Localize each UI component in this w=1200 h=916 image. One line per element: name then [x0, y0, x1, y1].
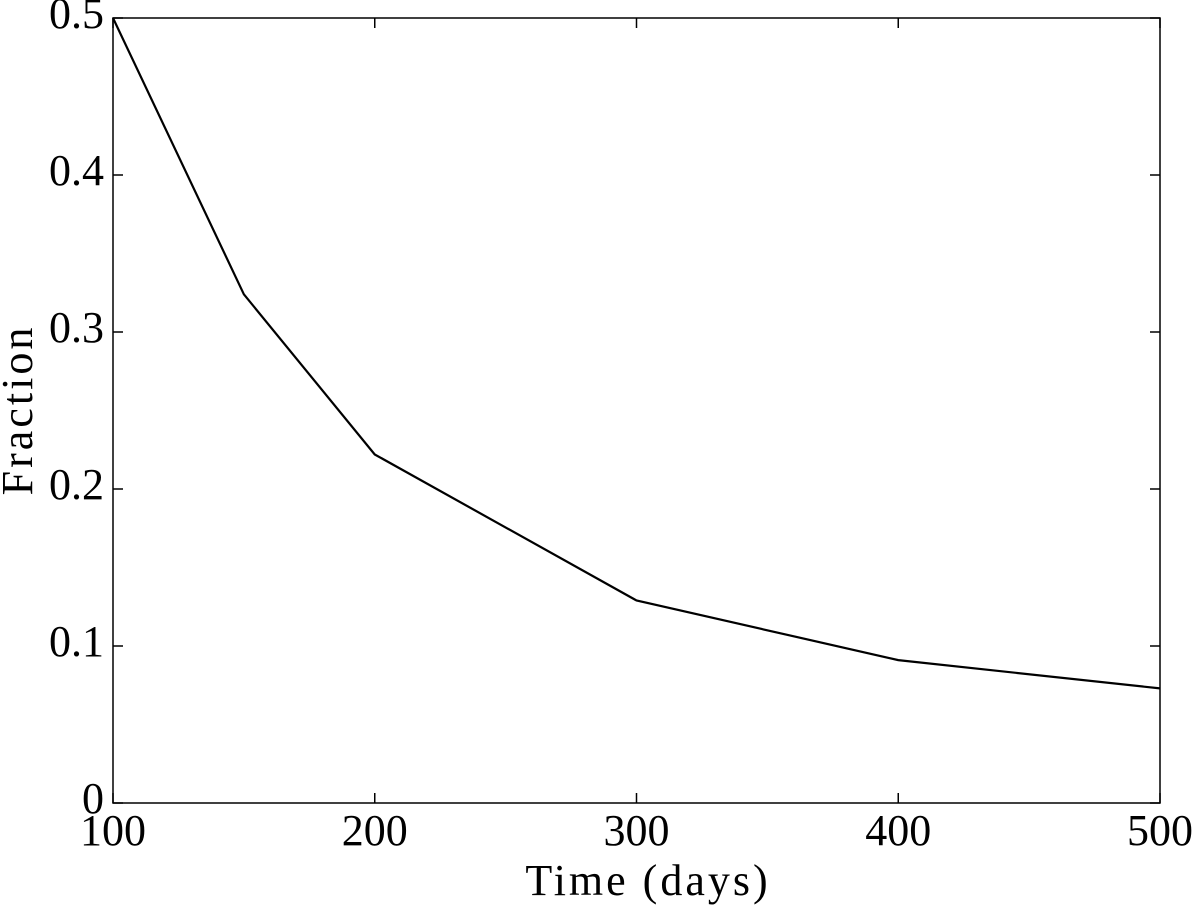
x-tick-label: 500 — [1127, 806, 1193, 855]
x-axis-label: Time (days) — [525, 856, 770, 905]
plot-frame — [112, 17, 1161, 804]
y-tick-label: 0.5 — [49, 0, 104, 38]
y-tick-label: 0 — [82, 774, 104, 823]
x-tick-label: 100 — [80, 806, 146, 855]
y-tick-label: 0.4 — [49, 146, 104, 195]
y-tick-label: 0.2 — [49, 460, 104, 509]
y-axis-label: Fraction — [0, 325, 42, 496]
y-tick-label: 0.1 — [49, 617, 104, 666]
x-tick-label: 300 — [604, 806, 670, 855]
x-tick-label: 400 — [865, 806, 931, 855]
x-tick-label: 200 — [342, 806, 408, 855]
data-line — [112, 17, 1161, 690]
y-tick-label: 0.3 — [49, 303, 104, 352]
